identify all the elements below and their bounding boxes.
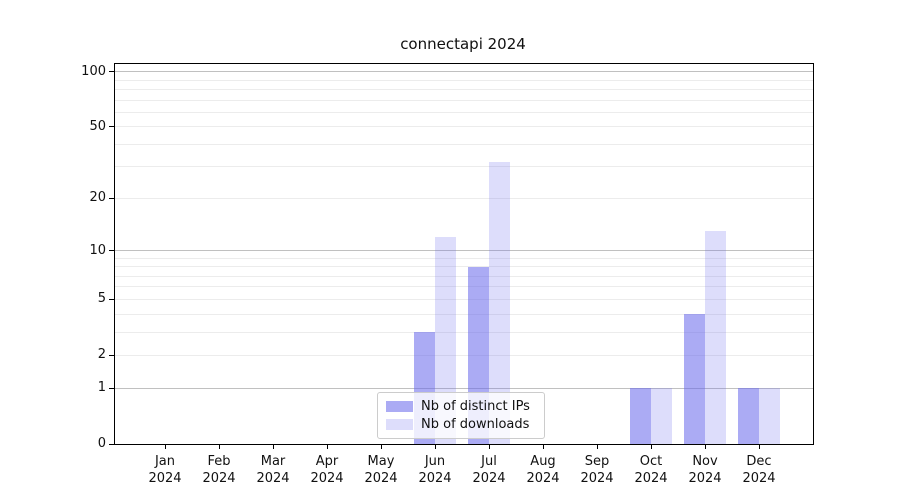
x-tick-label: Dec 2024 <box>742 454 776 486</box>
y-tick-label: 20 <box>89 190 106 206</box>
gridline-minor <box>115 88 813 90</box>
bar-downloads-nov <box>705 231 726 444</box>
gridline-minor <box>115 331 813 333</box>
x-tick-label: May 2024 <box>364 454 398 486</box>
gridline-minor <box>115 166 813 168</box>
legend-item-distinct-ips: Nb of distinct IPs <box>386 397 536 415</box>
x-tick-mark <box>326 444 328 449</box>
x-tick-mark <box>542 444 544 449</box>
legend-swatch-distinct-ips <box>386 400 413 412</box>
y-tick-mark <box>109 354 114 356</box>
y-tick-label: 100 <box>81 63 106 79</box>
gridline-minor <box>115 99 813 101</box>
bar-downloads-dec <box>759 388 780 444</box>
y-tick-mark <box>109 250 114 252</box>
x-tick-label: Jun 2024 <box>418 454 452 486</box>
x-tick-mark <box>164 444 166 449</box>
y-tick-mark <box>109 298 114 300</box>
y-tick-mark <box>109 443 114 445</box>
y-tick-label: 5 <box>97 291 106 307</box>
gridline-minor <box>115 111 813 113</box>
y-tick-mark <box>109 71 114 73</box>
x-tick-label: Apr 2024 <box>310 454 344 486</box>
gridline-minor <box>115 313 813 315</box>
x-tick-label: Jan 2024 <box>148 454 182 486</box>
bar-distinct-ips-dec <box>738 388 759 444</box>
y-tick-label: 1 <box>97 380 106 396</box>
x-tick-mark <box>488 444 490 449</box>
legend-label-distinct-ips: Nb of distinct IPs <box>421 398 530 414</box>
y-tick-label: 10 <box>89 242 106 258</box>
x-tick-label: Oct 2024 <box>634 454 668 486</box>
x-tick-mark <box>704 444 706 449</box>
gridline-minor <box>115 275 813 277</box>
x-tick-label: Nov 2024 <box>688 454 722 486</box>
bar-distinct-ips-oct <box>630 388 651 444</box>
y-tick-label: 2 <box>97 347 106 363</box>
x-tick-label: Sep 2024 <box>580 454 614 486</box>
y-tick-mark <box>109 387 114 389</box>
x-tick-mark <box>380 444 382 449</box>
x-tick-mark <box>272 444 274 449</box>
x-tick-label: Aug 2024 <box>526 454 560 486</box>
gridline-minor <box>115 266 813 268</box>
y-tick-label: 50 <box>89 118 106 134</box>
legend-item-downloads: Nb of downloads <box>386 415 536 433</box>
plot-area: Nb of distinct IPs Nb of downloads 0 1 2 5 1… <box>81 63 814 486</box>
x-tick-label: Jul 2024 <box>472 454 506 486</box>
x-tick-mark <box>596 444 598 449</box>
bar-distinct-ips-nov <box>684 314 705 444</box>
bar-downloads-oct <box>651 388 672 444</box>
x-tick-mark <box>758 444 760 449</box>
gridline-minor <box>115 286 813 288</box>
gridline-minor <box>115 79 813 81</box>
y-tick-mark <box>109 126 114 128</box>
gridline-major <box>115 387 813 389</box>
y-tick-mark <box>109 197 114 199</box>
gridline-major <box>115 250 813 252</box>
gridline-minor <box>115 143 813 145</box>
x-tick-label: Mar 2024 <box>256 454 290 486</box>
x-tick-label: Feb 2024 <box>202 454 236 486</box>
legend-label-downloads: Nb of downloads <box>421 416 530 432</box>
x-tick-mark <box>650 444 652 449</box>
gridline-minor <box>115 298 813 300</box>
legend-swatch-downloads <box>386 418 413 430</box>
gridline-minor <box>115 126 813 128</box>
x-tick-mark <box>218 444 220 449</box>
legend: Nb of distinct IPs Nb of downloads <box>377 392 545 439</box>
gridline-minor <box>115 354 813 356</box>
bar-downloads-jul <box>489 161 510 444</box>
chart-title: connectapi 2024 <box>400 35 526 53</box>
gridline-minor <box>115 257 813 259</box>
x-tick-mark <box>434 444 436 449</box>
gridline-major <box>115 71 813 73</box>
y-tick-label: 0 <box>97 436 106 451</box>
gridline-minor <box>115 197 813 199</box>
